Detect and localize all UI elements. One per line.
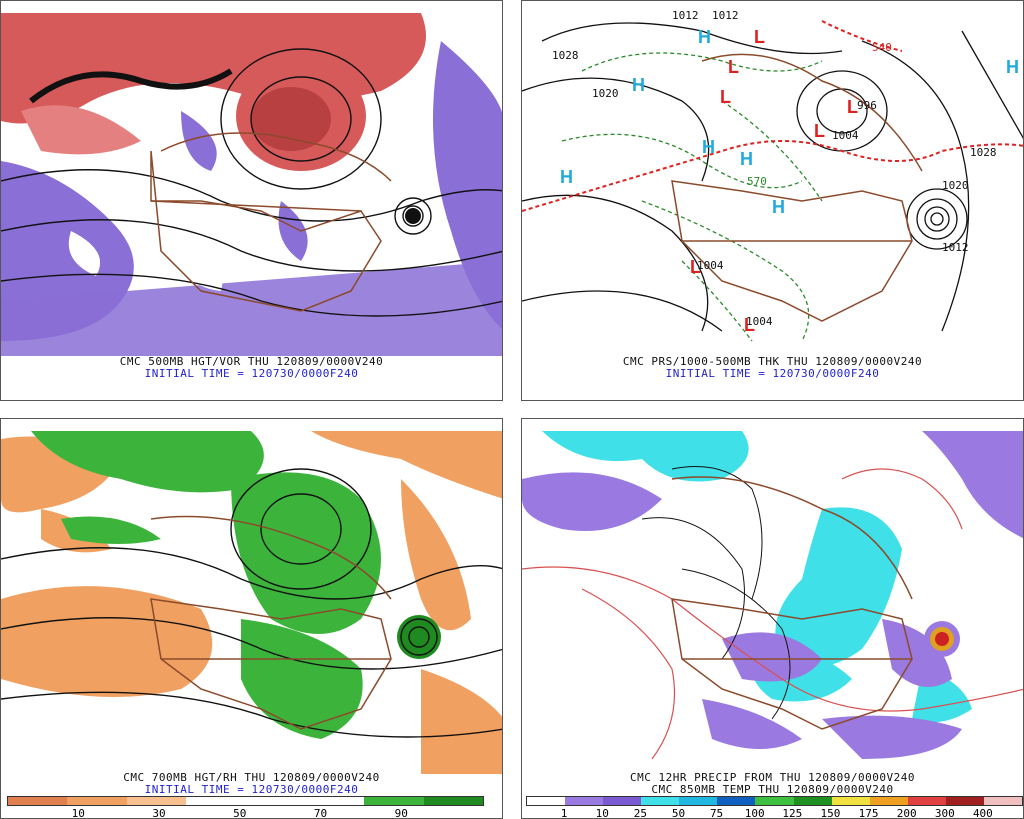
- legend-tick: 300: [934, 807, 955, 819]
- legend-tick: 125: [782, 807, 803, 819]
- panel-700mb-rh: CMC 700MB HGT/RH THU 120809/0000V240 INI…: [0, 418, 503, 819]
- rh-map: [1, 431, 502, 774]
- isobar-label: 1004: [746, 315, 773, 328]
- rh-legend-ticks: 10 30 50 70 90: [7, 807, 482, 819]
- panel-title: CMC 500MB HGT/VOR THU 120809/0000V240: [119, 355, 384, 368]
- legend-tick: 10: [595, 807, 609, 819]
- panel-subtitle: CMC 850MB TEMP THU 120809/0000V240: [651, 783, 894, 796]
- legend-tick: 25: [633, 807, 647, 819]
- low-pressure-label: L: [744, 315, 755, 335]
- high-pressure-label: H: [772, 197, 785, 217]
- panel-subtitle: INITIAL TIME = 120730/0000F240: [665, 367, 880, 380]
- low-pressure-label: L: [728, 57, 739, 77]
- legend-tick: 175: [858, 807, 879, 819]
- isobar-label: 1012: [712, 9, 739, 22]
- isobar-label: 1012: [672, 9, 699, 22]
- precip-map: [522, 431, 1023, 774]
- isobar-label: 1020: [592, 87, 619, 100]
- rh-legend-bar: [7, 796, 484, 806]
- vorticity-map: [1, 13, 502, 356]
- isobar-label: 996: [857, 99, 877, 112]
- isobar-label: 1012: [942, 241, 969, 254]
- legend-tick: 100: [744, 807, 765, 819]
- legend-tick: 30: [152, 807, 166, 819]
- high-pressure-label: H: [740, 149, 753, 169]
- pressure-map: H H H H H H H L L L L L L L 1012 1012 10…: [522, 1, 1023, 356]
- isobar-label: 1020: [942, 179, 969, 192]
- panel-title: CMC 12HR PRECIP FROM THU 120809/0000V240: [630, 771, 915, 784]
- legend-tick: 70: [313, 807, 328, 819]
- panel-title: CMC 700MB HGT/RH THU 120809/0000V240: [123, 771, 380, 784]
- legend-tick: 50: [671, 807, 686, 819]
- panel-subtitle: INITIAL TIME = 120730/0000F240: [144, 783, 359, 796]
- high-pressure-label: H: [560, 167, 573, 187]
- isobar-label: 1028: [970, 146, 997, 159]
- isobar-label: 1004: [697, 259, 724, 272]
- legend-tick: 200: [896, 807, 917, 819]
- thickness-label: 570: [747, 175, 767, 188]
- high-pressure-label: H: [698, 27, 711, 47]
- low-pressure-label: L: [847, 97, 858, 117]
- legend-tick: 150: [820, 807, 841, 819]
- isobar-label: 1028: [552, 49, 579, 62]
- isobar-label: 1004: [832, 129, 859, 142]
- high-pressure-label: H: [1006, 57, 1019, 77]
- panel-subtitle: INITIAL TIME = 120730/0000F240: [144, 367, 359, 380]
- panel-pressure-thickness: H H H H H H H L L L L L L L 1012 1012 10…: [521, 0, 1024, 401]
- legend-tick: 10: [71, 807, 85, 819]
- legend-tick: 75: [709, 807, 724, 819]
- panel-title: CMC PRS/1000-500MB THK THU 120809/0000V2…: [622, 355, 923, 368]
- legend-tick: 50: [233, 807, 247, 819]
- legend-tick: 400: [972, 807, 993, 819]
- precip-legend-ticks: 1 10 25 50 75 100 125 150 175 200 300 40…: [526, 807, 1021, 819]
- high-pressure-label: H: [632, 75, 645, 95]
- legend-tick: 1: [560, 807, 568, 819]
- low-pressure-label: L: [754, 27, 765, 47]
- low-pressure-label: L: [814, 121, 825, 141]
- legend-tick: 90: [394, 807, 408, 819]
- low-pressure-label: L: [720, 87, 731, 107]
- panel-500mb-vorticity: CMC 500MB HGT/VOR THU 120809/0000V240 IN…: [0, 0, 503, 401]
- low-pressure-label: L: [690, 257, 701, 277]
- thickness-label: 540: [872, 41, 892, 54]
- panel-precip-850-temp: CMC 12HR PRECIP FROM THU 120809/0000V240…: [521, 418, 1024, 819]
- high-pressure-label: H: [702, 137, 715, 157]
- precip-legend-bar: [526, 796, 1023, 806]
